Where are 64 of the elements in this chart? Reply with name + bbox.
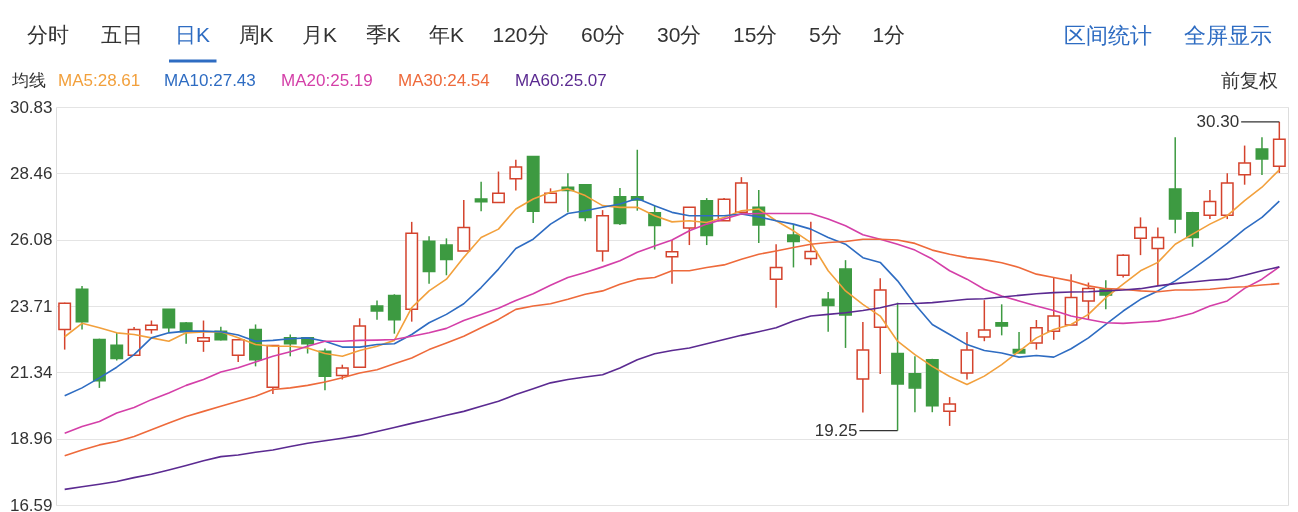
candlestick bbox=[665, 239, 679, 285]
line-series bbox=[63, 197, 1281, 397]
line-series bbox=[63, 238, 1281, 457]
line-series bbox=[63, 266, 1281, 491]
text: MA30:24.54 bbox=[398, 71, 490, 90]
text: 120分 bbox=[492, 23, 549, 46]
candlestick bbox=[977, 299, 991, 342]
candlestick bbox=[110, 332, 124, 362]
text: 季K bbox=[365, 23, 401, 46]
text: 全屏显示 bbox=[1184, 23, 1272, 48]
candlestick bbox=[457, 199, 471, 252]
text: 年K bbox=[429, 23, 465, 46]
y-tick-label: 18.96 bbox=[9, 429, 53, 449]
text: 1分 bbox=[872, 23, 906, 46]
candlestick bbox=[943, 396, 957, 427]
y-tick-label: 21.34 bbox=[9, 362, 53, 382]
y-tick-label: 28.46 bbox=[9, 163, 53, 183]
text: MA5:28.61 bbox=[58, 71, 141, 90]
candlestick bbox=[769, 243, 783, 309]
legend-title: 均线 bbox=[11, 71, 46, 90]
candlestick bbox=[908, 355, 922, 413]
candlestick bbox=[804, 221, 818, 266]
candlestick bbox=[439, 237, 453, 277]
candlestick bbox=[1081, 281, 1095, 321]
text: 五日 bbox=[101, 23, 143, 46]
text: 月K bbox=[302, 23, 338, 46]
candlestick bbox=[162, 308, 176, 334]
candlestick bbox=[1047, 276, 1061, 341]
y-tick-label: 30.83 bbox=[9, 97, 53, 117]
text: 日K bbox=[175, 23, 211, 46]
candlestick bbox=[492, 170, 505, 204]
candlestick bbox=[1203, 189, 1217, 220]
candlestick bbox=[1029, 319, 1043, 351]
candlestick bbox=[995, 303, 1009, 337]
y-tick-label: 23.71 bbox=[9, 296, 53, 316]
candlestick bbox=[1151, 226, 1165, 287]
text: 周K bbox=[238, 23, 274, 46]
text: 5分 bbox=[809, 23, 842, 46]
candlestick bbox=[197, 319, 210, 353]
candlestick bbox=[231, 339, 245, 363]
candlestick bbox=[370, 299, 384, 321]
text: 区间统计 bbox=[1064, 23, 1152, 48]
text: 15分 bbox=[733, 23, 778, 46]
text: MA60:25.07 bbox=[515, 71, 607, 90]
y-tick-label: 26.08 bbox=[9, 230, 53, 250]
text: 前复权 bbox=[1221, 70, 1278, 91]
legend-label: MA10:27.43 bbox=[164, 71, 256, 90]
text: 30分 bbox=[657, 23, 702, 46]
annotation: 19.25 bbox=[814, 420, 858, 440]
candlestick bbox=[786, 224, 800, 269]
candlestick bbox=[474, 180, 488, 212]
text: 60分 bbox=[581, 23, 626, 46]
text: 分时 bbox=[27, 23, 69, 46]
candlestick bbox=[821, 291, 835, 333]
candlestick bbox=[1255, 136, 1269, 176]
y-tick-label: 16.59 bbox=[9, 495, 53, 512]
text: MA20:25.19 bbox=[281, 71, 373, 90]
candlestick bbox=[960, 331, 974, 381]
annotation: 30.30 bbox=[1196, 111, 1240, 131]
candlestick bbox=[1134, 216, 1147, 256]
candlestick bbox=[509, 159, 523, 192]
candlestick bbox=[1238, 144, 1252, 186]
line-series bbox=[63, 169, 1281, 386]
candlestick bbox=[1116, 253, 1130, 279]
